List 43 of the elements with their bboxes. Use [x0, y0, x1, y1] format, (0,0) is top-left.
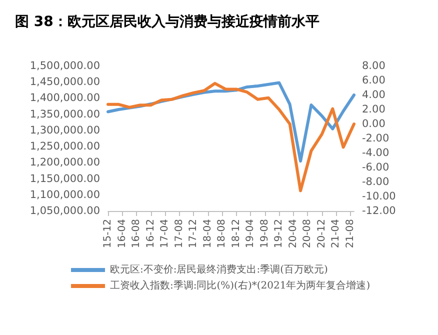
y2-tick-label: -2.00	[362, 132, 390, 144]
legend-label: 欧元区:不变价:居民最终消费支出:季调(百万欧元)	[110, 264, 328, 276]
x-tick-label: 17-12	[188, 219, 200, 248]
legend-label: 工资收入指数:季调:同比(%)(右)*(2021年为两年复合增速)	[110, 280, 370, 292]
x-tick-label: 20-12	[316, 219, 328, 248]
x-tick-label: 16-04	[116, 219, 128, 248]
x-tick-label: 19-12	[274, 219, 285, 248]
y2-tick-label: 0.00	[362, 118, 386, 130]
y2-tick-label: 2.00	[362, 104, 386, 116]
y2-tick-label: 6.00	[362, 74, 386, 86]
x-tick-label: 16-08	[131, 219, 142, 248]
y-tick-label: 1,150,000.00	[30, 172, 100, 185]
y2-tick-label: -4.00	[362, 147, 390, 159]
y-tick-label: 1,050,000.00	[30, 205, 100, 217]
y-tick-label: 1,500,000.00	[30, 60, 100, 72]
chart-title: 图 38：欧元区居民收入与消费与接近疫情前水平	[15, 13, 320, 30]
y-tick-label: 1,400,000.00	[30, 92, 100, 104]
y-tick-label: 1,350,000.00	[30, 108, 100, 120]
x-tick-label: 15-12	[102, 219, 114, 248]
x-tick-label: 21-08	[344, 219, 356, 248]
x-tick-label: 17-04	[160, 219, 171, 248]
y2-tick-label: 8.00	[362, 60, 386, 72]
x-tick-label: 20-04	[288, 219, 299, 248]
x-tick-label: 17-08	[174, 219, 185, 248]
x-tick-label: 18-04	[202, 219, 214, 248]
y-tick-label: 1,200,000.00	[30, 156, 100, 169]
line-series	[106, 82, 356, 192]
y-tick-label: 1,250,000.00	[30, 140, 100, 153]
x-tick-label: 20-08	[302, 219, 314, 248]
y2-tick-label: -8.00	[362, 176, 390, 188]
x-tick-label: 19-04	[245, 219, 256, 248]
y2-tick-label: -12.00	[362, 205, 396, 217]
y2-tick-label: -6.00	[362, 162, 390, 174]
x-tick-label: 16-12	[145, 219, 156, 248]
y-tick-label: 1,100,000.00	[30, 188, 100, 201]
x-tick-label: 21-04	[330, 219, 342, 248]
x-tick-label: 19-08	[259, 219, 270, 248]
y-tick-label: 1,300,000.00	[30, 124, 100, 136]
y2-tick-label: 4.00	[362, 89, 386, 101]
x-tick-label: 18-08	[216, 219, 228, 248]
y-tick-label: 1,450,000.00	[30, 76, 100, 88]
x-tick-label: 18-12	[230, 219, 242, 248]
y2-tick-label: -10.00	[362, 190, 396, 202]
